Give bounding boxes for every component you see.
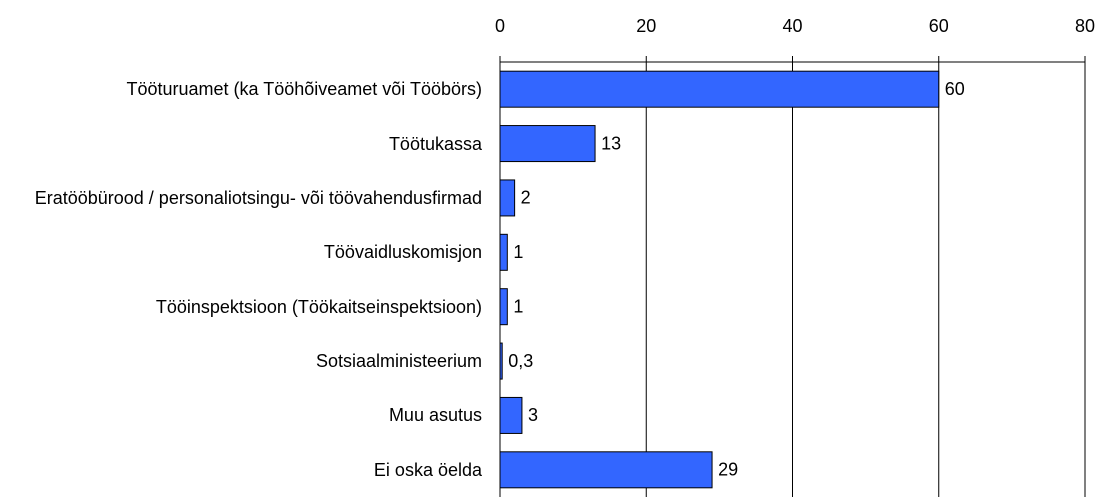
category-text: Eratööbürood / personaliotsingu- või töö… <box>34 187 482 208</box>
y-tick-label: Tööinspektsioon (Töökaitseinspektsioon) <box>0 280 482 334</box>
category-text: Ei oska öelda <box>373 459 482 480</box>
x-tick-label: 20 <box>636 16 656 36</box>
data-label: 29 <box>718 460 738 480</box>
data-label: 0,3 <box>508 351 533 371</box>
y-tick-label: Sotsiaalministeerium <box>0 334 482 388</box>
bar <box>499 233 508 271</box>
bar <box>499 179 516 217</box>
category-text: Sotsiaalministeerium <box>315 351 482 372</box>
category-text: Muu asutus <box>388 405 482 426</box>
y-tick-label: Tööturuamet (ka Tööhõiveamet või Tööbörs… <box>0 62 482 116</box>
y-tick-label: Muu asutus <box>0 388 482 442</box>
bar <box>499 451 713 489</box>
x-tick-label: 80 <box>1075 16 1095 36</box>
y-tick-label: Eratööbürood / personaliotsingu- või töö… <box>0 171 482 225</box>
category-text: Töötukassa <box>388 133 482 154</box>
category-text: Töövaidluskomisjon <box>323 242 482 263</box>
category-text: Tööturuamet (ka Tööhõiveamet või Tööbörs… <box>126 79 482 100</box>
x-tick-label: 60 <box>929 16 949 36</box>
data-label: 3 <box>528 405 538 425</box>
bar <box>499 70 940 108</box>
bar <box>499 396 523 434</box>
y-tick-label: Töövaidluskomisjon <box>0 225 482 279</box>
x-tick-label: 0 <box>495 16 505 36</box>
data-label: 2 <box>521 188 531 208</box>
y-tick-label: Ei oska öelda <box>0 443 482 497</box>
y-tick-label: Töötukassa <box>0 116 482 170</box>
category-text: Tööinspektsioon (Töökaitseinspektsioon) <box>155 296 482 317</box>
bar <box>499 288 508 326</box>
data-label: 1 <box>513 242 523 262</box>
bar <box>499 342 503 380</box>
x-tick-label: 40 <box>782 16 802 36</box>
bar <box>499 125 596 163</box>
data-label: 1 <box>513 296 523 316</box>
data-label: 13 <box>601 133 621 153</box>
data-label: 60 <box>945 79 965 99</box>
